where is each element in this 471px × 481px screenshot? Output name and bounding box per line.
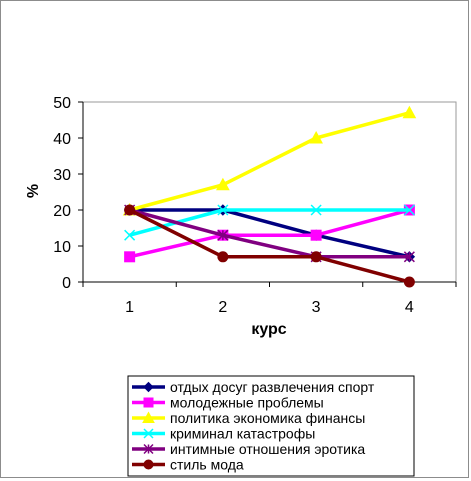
series-line — [128, 208, 410, 284]
data-point-x — [403, 204, 415, 216]
y-tick-label: 30 — [53, 167, 71, 184]
data-point-triangle — [216, 177, 230, 191]
y-tick-label: 10 — [53, 239, 71, 256]
legend-swatch-marker — [143, 459, 154, 470]
series-line — [129, 208, 410, 259]
legend-swatch-marker — [142, 411, 155, 423]
legend-swatch-marker — [143, 397, 154, 408]
legend-swatch-marker — [143, 381, 154, 393]
legend-label: интимные отношения эротика — [170, 441, 365, 457]
y-tick-label: 50 — [53, 95, 71, 112]
x-tick-label: 4 — [405, 299, 414, 316]
series-line — [129, 111, 410, 212]
legend-box — [127, 375, 415, 477]
legend-swatch-marker — [143, 428, 154, 439]
data-point-triangle — [402, 105, 417, 119]
x-axis-title: курс — [251, 321, 286, 338]
series-line — [129, 208, 410, 259]
y-tick-label: 40 — [53, 131, 71, 148]
legend-item: молодежные проблемы — [132, 395, 324, 411]
data-point-x — [124, 229, 136, 241]
legend-label: стиль мода — [170, 457, 244, 473]
data-point-square — [124, 251, 136, 263]
legend-swatch-marker — [143, 443, 154, 455]
y-axis-title: % — [25, 184, 42, 198]
legend: отдых досуг развлечения спортмолодежные … — [127, 375, 415, 477]
data-point-square — [310, 229, 322, 241]
data-point-star — [403, 251, 415, 263]
data-point-triangle — [309, 130, 323, 144]
y-tick-label: 20 — [53, 203, 71, 220]
data-point-x — [310, 204, 322, 216]
data-point-circle — [403, 276, 415, 288]
legend-label: молодежные проблемы — [170, 395, 324, 411]
legend-label: криминал катастрофы — [170, 426, 315, 442]
legend-item: криминал катастрофы — [132, 426, 315, 442]
data-point-x — [217, 204, 229, 216]
x-tick-label: 1 — [125, 299, 134, 316]
legend-item: интимные отношения эротика — [132, 441, 365, 457]
data-point-circle — [310, 251, 322, 263]
x-tick-label: 2 — [218, 299, 227, 316]
legend-item: стиль мода — [132, 457, 244, 473]
legend-item: политика экономика финансы — [132, 410, 365, 426]
series-6 — [124, 204, 415, 288]
data-point-star — [217, 229, 229, 241]
legend-item: отдых досуг развлечения спорт — [132, 379, 375, 395]
data-point-circle — [124, 204, 136, 216]
series-line — [129, 208, 410, 259]
x-tick-label: 3 — [312, 299, 321, 316]
legend-label: политика экономика финансы — [170, 410, 365, 426]
y-tick-label: 0 — [62, 275, 71, 292]
data-point-circle — [217, 251, 229, 263]
legend-label: отдых досуг развлечения спорт — [170, 379, 375, 395]
